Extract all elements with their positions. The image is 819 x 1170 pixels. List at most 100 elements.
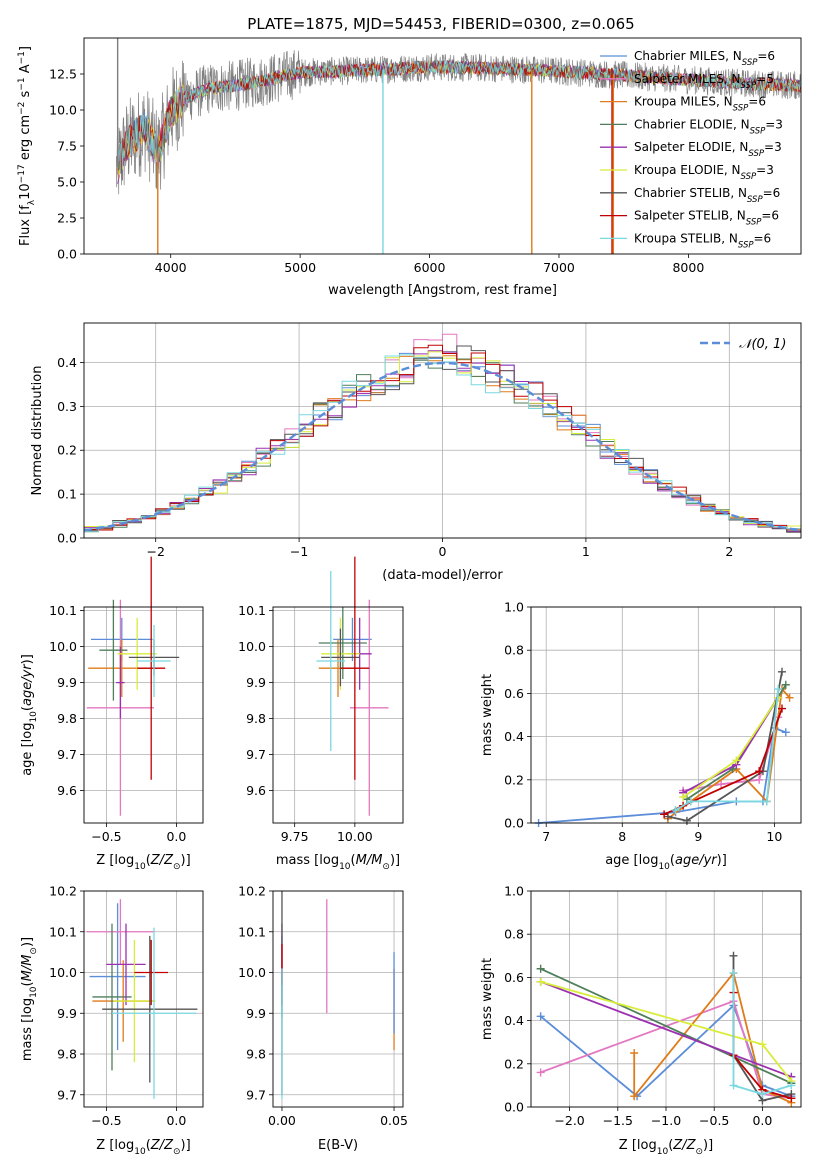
label-part: Z [ [96,853,114,868]
label-part: A [18,64,33,77]
legend-label-subscript: SSP [742,58,758,68]
y-tick-label: 10.0 [49,103,77,118]
label-part: log [639,853,659,868]
y-tick-label: 9.9 [57,1006,77,1021]
x-tick-label: −1.5 [603,1113,633,1128]
x-tick-label: 8000 [672,260,704,275]
legend-label-text: Salpeter STELIB, N [634,209,746,223]
y-tick-label: 9.8 [246,711,266,726]
plus-marker [777,667,786,676]
y-tick-label: 10.1 [238,603,266,618]
label-part: λ [27,199,37,205]
plus-marker [755,775,764,784]
series-line [540,980,792,1078]
x-axis-label: mass [log10(M/M⊙)] [276,853,400,872]
series-line [540,967,792,1085]
plus-marker [729,951,738,960]
plus-marker [781,680,790,689]
y-tick-label: 10.0 [238,965,266,980]
y-tick-label: 7.5 [57,139,77,154]
legend-label: Chabrier MILES, NSSP=6 [634,49,775,68]
x-tick-label: −2.0 [554,1113,584,1128]
legend-label-suffix: =3 [756,163,774,177]
plus-marker [536,1012,545,1021]
series-line [732,973,792,1095]
figure-title: PLATE=1875, MJD=54453, FIBERID=0300, z=0… [247,15,634,33]
mass-vs-ebv-axes: 0.00 0.05 9.7 9.8 9.9 10.0 10.1 10.2 [238,884,408,1129]
label-part: Z/Z [672,1138,696,1153]
y-tick-label: 9.8 [246,1047,266,1062]
x-tick-label: 6000 [414,260,446,275]
plus-marker [630,1049,639,1057]
legend-label: 𝒩(0, 1) [739,337,786,352]
legend-label-suffix: =6 [748,95,766,109]
label-part: ⊙ [382,862,390,872]
legend-label-text: Kroupa MILES, N [634,95,733,109]
label-part: −1 [17,77,27,90]
label-part: ⊙ [695,1147,703,1157]
x-tick-label: −1.0 [651,1113,681,1128]
label-part: log [114,1138,134,1153]
y-tick-label: 0.4 [504,729,524,744]
y-tick-label: 0.2 [57,443,77,458]
y-tick-label: 9.7 [246,1087,266,1102]
legend-label: Kroupa ELODIE, NSSP=3 [634,163,774,182]
y-tick-label: 0.8 [504,927,524,942]
series-line [682,716,780,792]
y-axis-label: Normed distribution [30,366,45,496]
x-axis-label: wavelength [Angstrom, rest frame] [328,283,557,298]
label-part: age [ [20,742,35,775]
plus-marker [758,1090,767,1099]
legend-label: Salpeter MILES, NSSP=5 [634,72,774,91]
legend-label-text: Salpeter MILES, N [634,72,741,86]
plus-marker [630,1092,639,1101]
mass-vs-ebv-frame [272,890,404,1108]
residuals-frame [83,322,802,539]
label-part: )] [181,853,191,868]
x-tick-label: 7000 [543,260,575,275]
chart-layer: 4000 5000 6000 7000 80000.02.55.07.510.012.5… [17,37,802,1157]
y-axis-label: mass weight [480,674,495,756]
legend-label: Kroupa STELIB, NSSP=6 [634,231,771,250]
label-part: ( [20,706,35,711]
plus-marker [787,1081,796,1090]
legend-label-suffix: =3 [764,140,782,154]
y-tick-label: 0.8 [504,643,524,658]
y-tick-label: 9.7 [246,747,266,762]
legend-label-text: Chabrier ELODIE, N [634,117,750,131]
label-part: Z/Z [150,853,174,868]
plus-marker [777,704,786,713]
label-part: 10 [134,1147,146,1157]
label-part: ⊙ [29,947,39,955]
mass-vs-Z-frame [83,890,204,1108]
y-tick-label: 0.0 [57,531,77,546]
legend-label-subscript: SSP [741,172,757,182]
y-tick-label: 0.0 [57,247,77,262]
y-tick-label: 10.2 [238,884,266,899]
x-tick-label: 0.0 [166,1113,186,1128]
legend-label-subscript: SSP [747,195,763,205]
mass-weight-vs-Z-axes: −2.0 −1.5 −1.0 −0.5 0.0 0.0 0.2 0.4 0.6 0.8 1.0 [504,884,801,1128]
legend-label-subscript: SSP [750,126,766,136]
x-tick-label: −2 [146,544,164,559]
y-tick-label: 9.7 [57,1087,77,1102]
y-tick-label: 9.6 [246,783,266,798]
y-tick-label: 0.2 [504,1056,524,1071]
label-part: ] [18,46,33,51]
x-axis-label: E(B-V) [318,1138,358,1153]
label-part: ⊙ [173,862,181,872]
legend-label: Salpeter STELIB, NSSP=6 [634,209,779,228]
label-part: log [20,723,35,743]
y-tick-label: 0.6 [504,686,524,701]
label-part: erg cm [18,115,33,164]
spectrum-lines [116,38,801,254]
x-tick-label: −0.5 [699,1113,729,1128]
histogram-series [83,333,802,533]
series-line [682,697,779,794]
y-tick-label: 9.9 [246,675,266,690]
mass-weight-vs-age-lines [534,667,794,827]
plus-marker [717,780,726,789]
plus-marker [774,685,783,694]
